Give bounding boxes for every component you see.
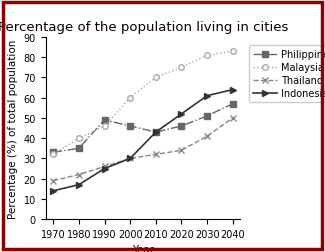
Thailand [205,135,209,138]
Philippines [128,125,132,128]
Philippines [103,119,107,122]
X-axis label: Year: Year [132,244,154,252]
Philippines [77,147,81,150]
Line: Indonesia: Indonesia [50,87,236,194]
Thailand [154,153,158,156]
Indonesia [51,190,55,193]
Indonesia [205,95,209,98]
Line: Philippines: Philippines [50,102,236,155]
Thailand [77,173,81,176]
Malaysia [205,54,209,57]
Thailand [128,157,132,160]
Indonesia [103,167,107,170]
Thailand [103,165,107,168]
Line: Malaysia: Malaysia [50,49,236,158]
Thailand [231,117,235,120]
Indonesia [179,113,183,116]
Indonesia [77,183,81,186]
Y-axis label: Percentage (%) of total population: Percentage (%) of total population [8,39,18,218]
Malaysia [128,97,132,100]
Malaysia [51,153,55,156]
Legend: Philippines, Malaysia, Thailand, Indonesia: Philippines, Malaysia, Thailand, Indones… [249,46,325,103]
Philippines [51,151,55,154]
Thailand [51,179,55,182]
Indonesia [128,157,132,160]
Philippines [231,103,235,106]
Line: Thailand: Thailand [50,116,236,184]
Title: Percentage of the population living in cities: Percentage of the population living in c… [0,21,288,34]
Indonesia [154,131,158,134]
Malaysia [154,77,158,80]
Philippines [205,115,209,118]
Indonesia [231,89,235,92]
Thailand [179,149,183,152]
Malaysia [103,125,107,128]
Philippines [179,125,183,128]
Philippines [154,131,158,134]
Malaysia [77,137,81,140]
Malaysia [179,67,183,70]
Malaysia [231,50,235,53]
